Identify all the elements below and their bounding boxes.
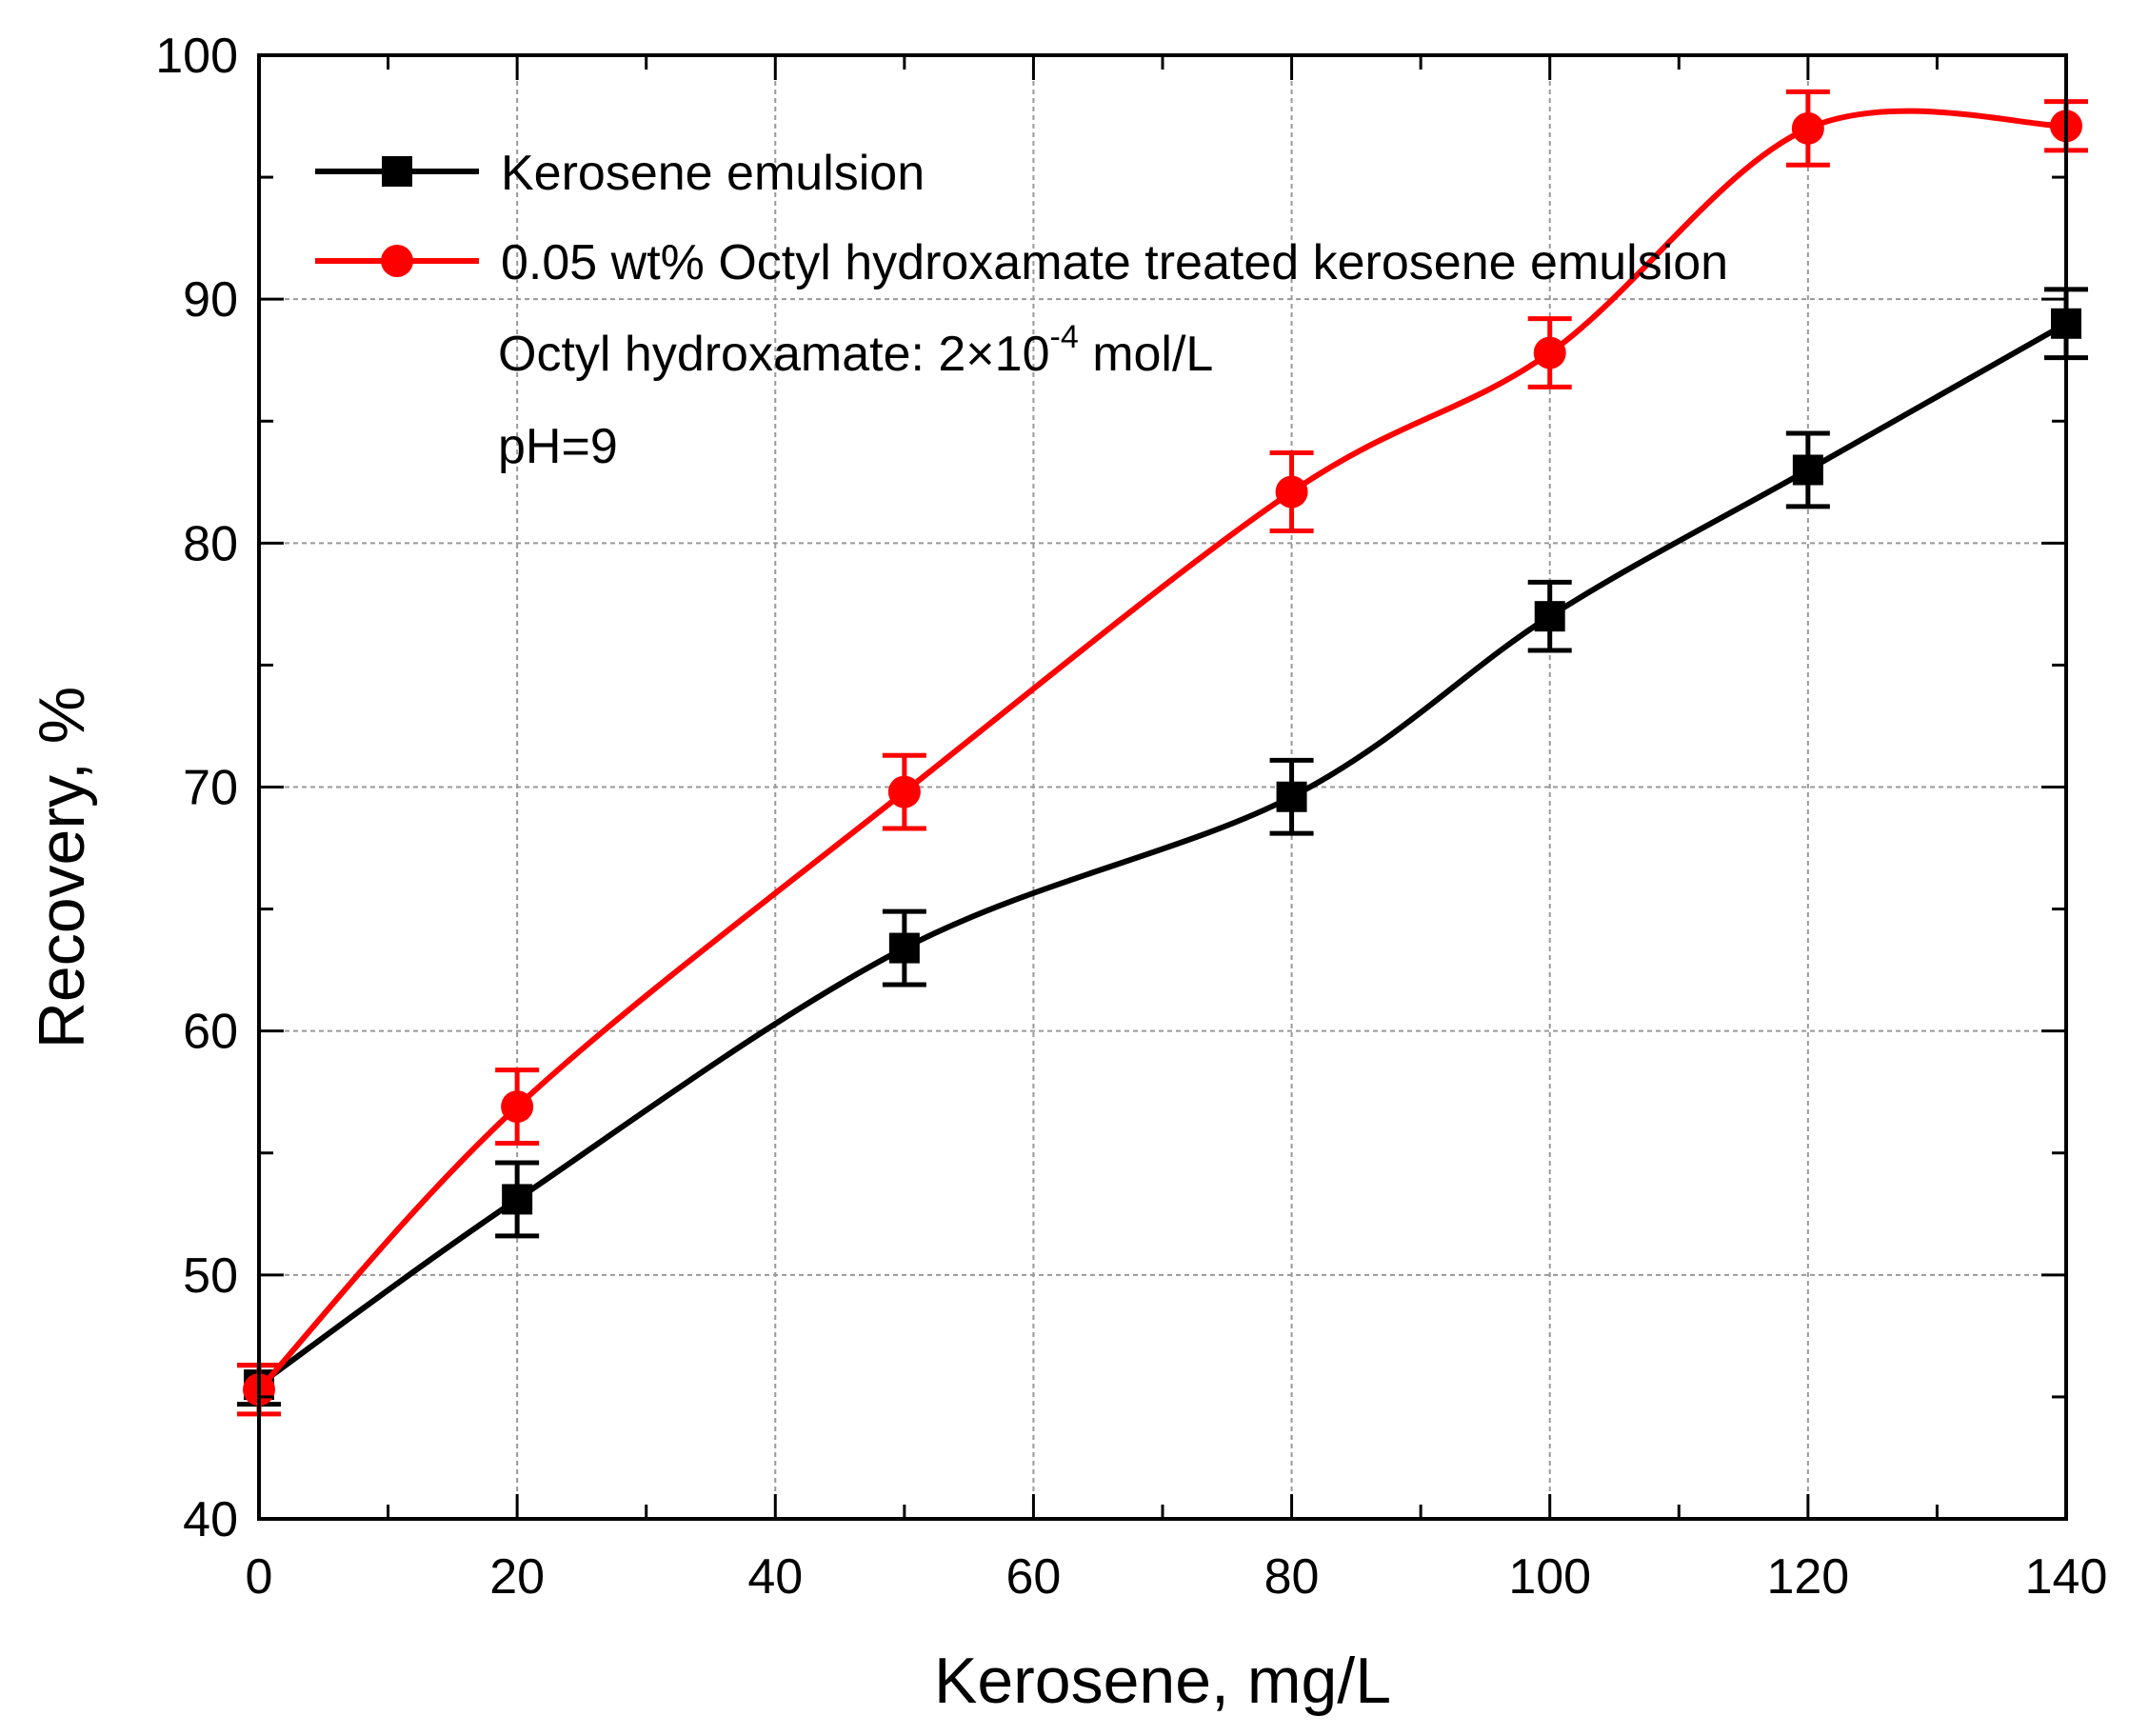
y-tick-label: 50 bbox=[183, 1248, 238, 1304]
x-tick-label: 100 bbox=[1508, 1549, 1591, 1605]
x-axis-title: Kerosene, mg/L bbox=[934, 1645, 1391, 1717]
annotation-reagent-exp: -4 bbox=[1050, 319, 1079, 355]
y-tick-label: 90 bbox=[183, 272, 238, 328]
y-tick-label: 70 bbox=[183, 761, 238, 816]
annotation-reagent: Octyl hydroxamate: 2×10-4 mol/L bbox=[498, 319, 1213, 382]
annotation-ph: pH=9 bbox=[498, 419, 618, 474]
axes bbox=[257, 53, 2068, 1521]
data-point-circle bbox=[1791, 111, 1824, 145]
series-layer bbox=[237, 89, 2088, 1417]
data-point-circle bbox=[1275, 475, 1308, 509]
legend-marker-circle bbox=[381, 245, 413, 277]
y-tick-label: 60 bbox=[183, 1005, 238, 1060]
x-tick-label: 80 bbox=[1264, 1549, 1320, 1605]
x-tick-label: 120 bbox=[1766, 1549, 1849, 1605]
x-tick-label: 40 bbox=[747, 1549, 803, 1605]
y-axis-title: Recovery, % bbox=[26, 687, 98, 1048]
x-tick-label: 0 bbox=[246, 1549, 273, 1605]
data-point-square bbox=[1792, 454, 1823, 486]
annotation-reagent-prefix: Octyl hydroxamate: 2×10 bbox=[498, 327, 1050, 382]
y-tick-label: 40 bbox=[183, 1492, 238, 1547]
x-tick-label: 140 bbox=[2025, 1549, 2108, 1605]
data-point-circle bbox=[1533, 336, 1566, 369]
legend-label-kerosene: Kerosene emulsion bbox=[501, 146, 925, 201]
tick-labels: 0 20 40 60 80 100 120 140 40 50 60 70 80 90 100 bbox=[155, 29, 2107, 1605]
data-point-square bbox=[1276, 781, 1307, 812]
legend-marker-square bbox=[382, 156, 412, 187]
x-tick-label: 60 bbox=[1006, 1549, 1062, 1605]
legend: Kerosene emulsion 0.05 wt% Octyl hydroxa… bbox=[315, 146, 1728, 474]
data-point-circle bbox=[887, 775, 921, 808]
data-point-square bbox=[888, 932, 920, 964]
grid-lines bbox=[259, 55, 2066, 1519]
x-tick-label: 20 bbox=[489, 1549, 545, 1605]
legend-label-treated: 0.05 wt% Octyl hydroxamate treated keros… bbox=[501, 235, 1728, 290]
y-tick-label: 100 bbox=[155, 29, 238, 84]
data-point-square bbox=[1534, 601, 1565, 632]
data-point-circle bbox=[501, 1090, 534, 1124]
data-point-square bbox=[502, 1184, 533, 1215]
y-tick-label: 80 bbox=[183, 516, 238, 571]
annotation-reagent-unit: mol/L bbox=[1079, 327, 1214, 382]
